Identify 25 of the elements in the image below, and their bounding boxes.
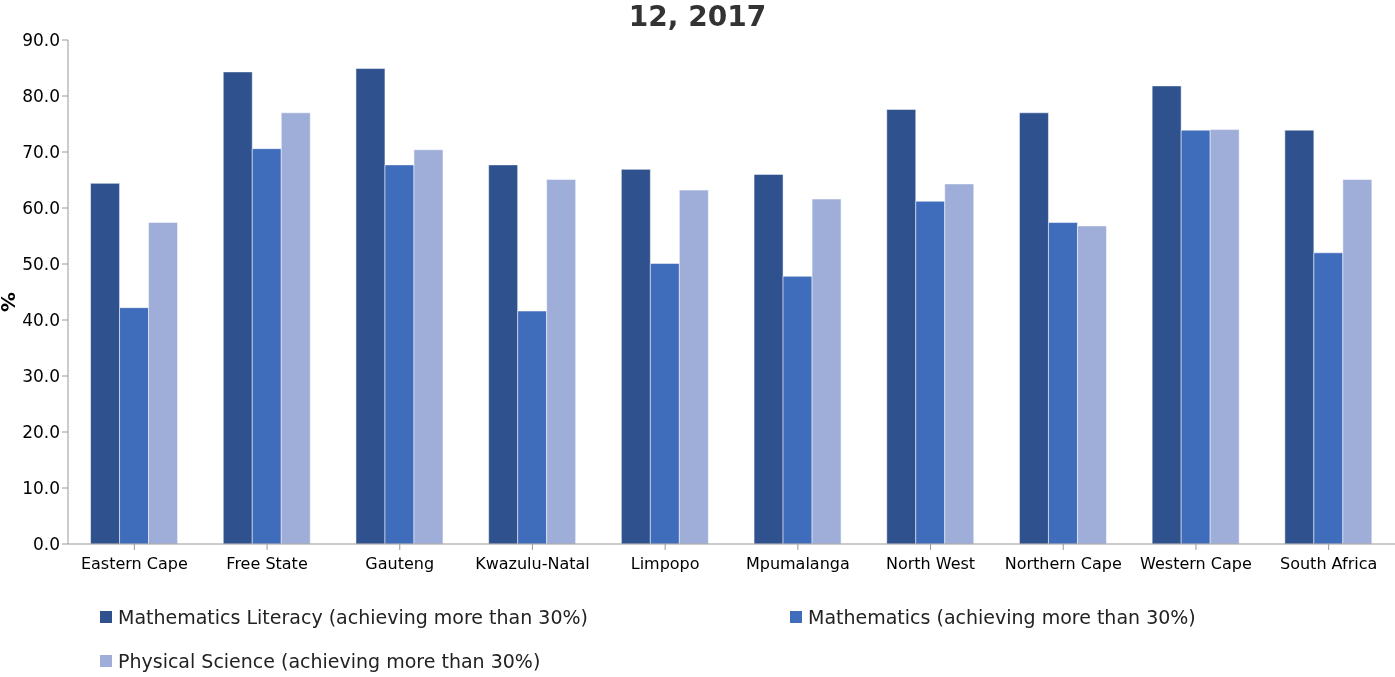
y-tick-label: 80.0 [22,86,60,107]
legend-label: Physical Science (achieving more than 30%) [118,650,541,672]
y-tick-label: 40.0 [22,310,60,331]
y-tick-label: 30.0 [22,366,60,387]
y-tick-label: 50.0 [22,254,60,275]
x-tick-label: Kwazulu-Natal [475,554,590,574]
y-tick-label: 70.0 [22,142,60,163]
x-tick-label: Mpumalanga [745,554,850,574]
x-tick-label: Western Cape [1140,554,1252,574]
y-tick-label: 60.0 [22,198,60,219]
x-tick-label: North West [885,554,976,574]
y-tick-label: 20.0 [22,422,60,443]
y-tick-label: 90.0 [22,30,60,51]
chart-title: 12, 2017 [628,0,767,33]
y-tick-label: 0.0 [32,534,60,555]
x-tick-label: South Africa [1280,554,1378,574]
x-tick-label: Limpopo [630,554,700,574]
x-tick-label: Northern Cape [1004,554,1122,574]
legend-label: Mathematics (achieving more than 30%) [808,606,1196,628]
x-tick-label: Eastern Cape [80,554,188,574]
y-tick-label: 10.0 [22,478,60,499]
legend-label: Mathematics Literacy (achieving more than 30%) [118,606,588,628]
x-tick-label: Gauteng [365,554,435,574]
y-axis-title: % [0,292,20,313]
x-tick-label: Free State [226,554,308,574]
